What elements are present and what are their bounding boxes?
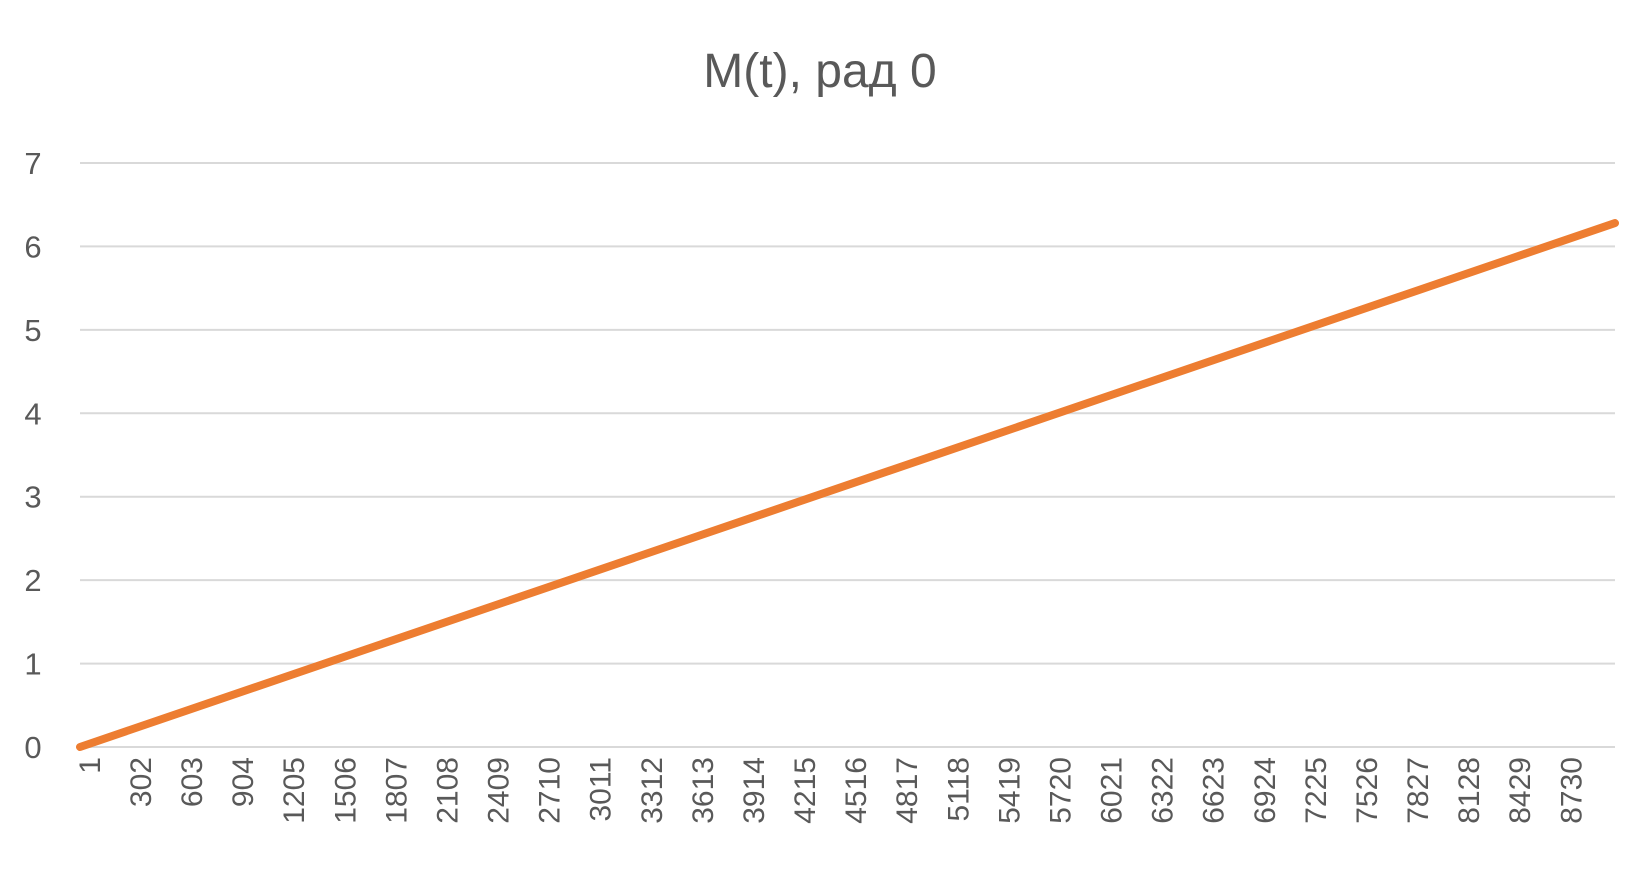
x-tick-label: 904 (227, 757, 260, 807)
x-tick-label: 2710 (534, 757, 567, 824)
y-tick-label: 1 (24, 647, 41, 682)
x-tick-label: 7827 (1402, 757, 1435, 824)
x-tick-label: 603 (176, 757, 209, 807)
series-layer (76, 219, 1619, 751)
y-tick-label: 0 (24, 730, 41, 765)
x-tick-label: 7526 (1351, 757, 1384, 824)
x-tick-label: 1205 (278, 757, 311, 824)
gridlines (80, 162, 1615, 748)
chart-title: M(t), рад 0 (703, 45, 936, 98)
y-tick-label: 3 (24, 480, 41, 515)
x-tick-label: 1506 (329, 757, 362, 824)
x-tick-label: 5118 (942, 757, 975, 822)
x-tick-label: 6322 (1147, 757, 1180, 824)
x-tick-label: 2108 (431, 757, 464, 824)
x-tick-label: 3914 (738, 757, 771, 824)
x-axis-ticks: 1 302 603 904 1205 1506 1807 2108 2409 2710 3011 33… (74, 757, 1588, 824)
series-line-0 (76, 219, 1619, 751)
x-tick-label: 3613 (687, 757, 720, 824)
x-tick-label: 8429 (1504, 757, 1537, 824)
y-axis-ticks: 0 1 2 3 4 5 6 7 (24, 146, 41, 765)
x-tick-label: 4516 (840, 757, 873, 824)
x-tick-label: 7225 (1300, 757, 1333, 824)
x-tick-label: 1807 (380, 757, 413, 824)
y-tick-label: 2 (24, 563, 41, 598)
x-tick-label: 8128 (1453, 757, 1486, 824)
x-tick-label: 5720 (1044, 757, 1077, 824)
y-tick-label: 4 (24, 396, 41, 431)
y-tick-label: 5 (24, 313, 41, 348)
x-tick-label: 3011 (585, 757, 618, 822)
x-tick-label: 302 (125, 757, 158, 807)
x-tick-label: 5419 (993, 757, 1026, 824)
x-tick-label: 2409 (483, 757, 516, 824)
y-tick-label: 6 (24, 229, 41, 264)
y-tick-label: 7 (24, 146, 41, 181)
x-tick-label: 3312 (636, 757, 669, 824)
x-tick-label: 4215 (789, 757, 822, 824)
x-tick-label: 6924 (1249, 757, 1282, 824)
x-tick-label: 8730 (1555, 757, 1588, 824)
x-tick-label: 6021 (1096, 757, 1129, 824)
x-tick-label: 6623 (1198, 757, 1231, 824)
x-tick-label: 1 (74, 757, 107, 774)
x-tick-label: 4817 (891, 757, 924, 824)
